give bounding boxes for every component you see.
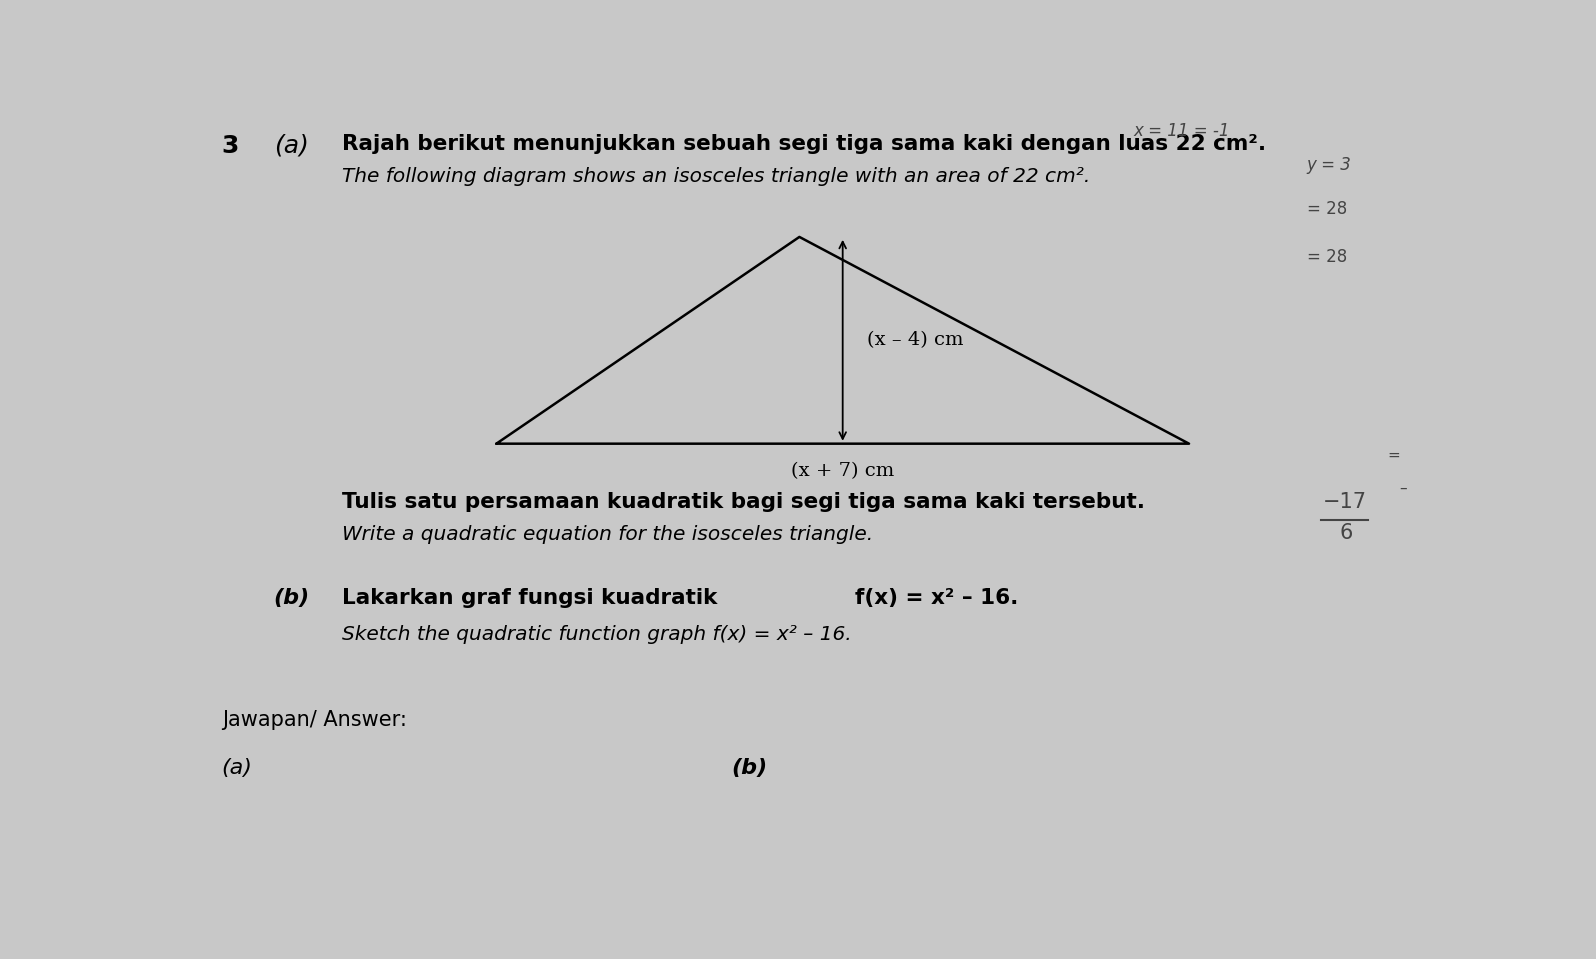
Text: f(x) = x² – 16.: f(x) = x² – 16. [855,588,1018,608]
Text: y = 3: y = 3 [1307,155,1352,174]
Text: (b): (b) [275,588,310,608]
Text: Write a quadratic equation for the isosceles triangle.: Write a quadratic equation for the isosc… [342,525,873,544]
Text: (a): (a) [275,133,308,157]
Text: (x + 7) cm: (x + 7) cm [792,462,894,480]
Text: = 28: = 28 [1307,248,1347,266]
Text: x = 11 = -1: x = 11 = -1 [1133,123,1231,140]
Text: Rajah berikut menunjukkan sebuah segi tiga sama kaki dengan luas 22 cm².: Rajah berikut menunjukkan sebuah segi ti… [342,133,1266,153]
Text: (a): (a) [222,758,252,778]
Text: −17: −17 [1323,492,1366,512]
Text: (x – 4) cm: (x – 4) cm [868,331,964,349]
Text: (b): (b) [731,758,768,778]
Text: Tulis satu persamaan kuadratik bagi segi tiga sama kaki tersebut.: Tulis satu persamaan kuadratik bagi segi… [342,492,1144,512]
Text: 3: 3 [222,133,239,157]
Text: Lakarkan graf fungsi kuadratik: Lakarkan graf fungsi kuadratik [342,588,725,608]
Text: = 28: = 28 [1307,200,1347,218]
Text: The following diagram shows an isosceles triangle with an area of 22 cm².: The following diagram shows an isosceles… [342,167,1090,186]
Text: Jawapan/ Answer:: Jawapan/ Answer: [222,710,407,730]
Text: 6: 6 [1341,523,1353,543]
Text: =: = [1387,447,1400,462]
Text: Sketch the quadratic function graph f(x) = x² – 16.: Sketch the quadratic function graph f(x)… [342,624,851,643]
Text: –: – [1400,480,1408,496]
